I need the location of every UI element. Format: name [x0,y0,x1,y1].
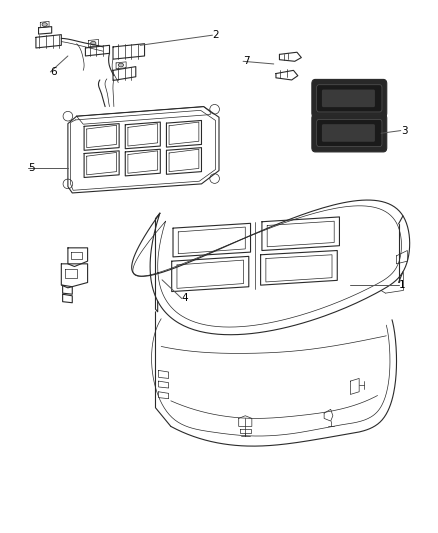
FancyBboxPatch shape [312,79,387,117]
FancyBboxPatch shape [322,90,375,107]
Text: 7: 7 [243,56,250,66]
Ellipse shape [91,42,96,45]
FancyBboxPatch shape [317,85,382,112]
Text: 2: 2 [212,30,219,40]
Ellipse shape [42,23,47,27]
FancyBboxPatch shape [322,124,375,142]
Text: 1: 1 [399,280,405,290]
Text: 3: 3 [401,126,407,135]
FancyBboxPatch shape [312,114,387,152]
Text: 5: 5 [28,163,35,173]
FancyBboxPatch shape [317,119,382,147]
Text: 6: 6 [50,67,57,77]
Ellipse shape [118,63,124,67]
Text: 4: 4 [182,294,188,303]
